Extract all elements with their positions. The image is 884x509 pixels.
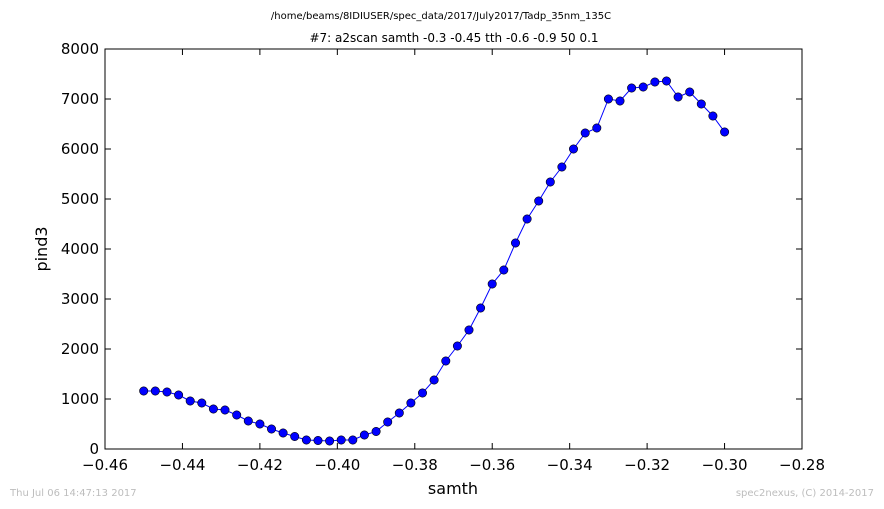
data-point: [325, 436, 335, 446]
x-axis-label: samth: [428, 479, 478, 498]
data-point: [266, 424, 276, 434]
data-point: [348, 435, 358, 445]
data-point: [464, 325, 474, 335]
data-point: [557, 162, 567, 172]
series-line: [143, 80, 726, 442]
series-markers: [139, 76, 730, 446]
data-point: [150, 386, 160, 396]
y-tick-label: 5000: [61, 190, 99, 208]
y-tick-label: 7000: [61, 90, 99, 108]
x-tick-label: −0.42: [237, 456, 283, 474]
x-tick-label: −0.30: [702, 456, 748, 474]
data-point: [627, 83, 637, 93]
y-tick-label: 6000: [61, 140, 99, 158]
x-tick-label: −0.28: [779, 456, 825, 474]
data-point: [301, 435, 311, 445]
data-point: [696, 99, 706, 109]
data-point: [429, 375, 439, 385]
data-point: [673, 92, 683, 102]
data-point: [441, 356, 451, 366]
data-point: [650, 77, 660, 87]
y-tick-label: 1000: [61, 390, 99, 408]
data-point: [313, 435, 323, 445]
data-point: [615, 96, 625, 106]
y-tick-label: 4000: [61, 240, 99, 258]
data-point: [394, 408, 404, 418]
data-point: [220, 405, 230, 415]
data-point: [476, 303, 486, 313]
data-point: [208, 404, 218, 414]
data-point: [580, 128, 590, 138]
plot-area-frame: [104, 48, 803, 450]
chart-title: #7: a2scan samth -0.3 -0.45 tth -0.6 -0.…: [309, 31, 598, 45]
data-point: [185, 396, 195, 406]
footer-credit: spec2nexus, (C) 2014-2017: [735, 488, 874, 499]
data-point: [417, 388, 427, 398]
data-point: [232, 410, 242, 420]
x-tick-label: −0.34: [547, 456, 593, 474]
data-point: [720, 127, 730, 137]
data-point: [359, 430, 369, 440]
data-point: [708, 111, 718, 121]
data-point: [255, 419, 265, 429]
data-point: [290, 431, 300, 441]
data-point: [406, 398, 416, 408]
data-point: [371, 426, 381, 436]
data-point: [162, 387, 172, 397]
y-tick-label: 8000: [61, 40, 99, 58]
data-point: [278, 428, 288, 438]
x-axis-ticks: −0.46 −0.44 −0.42 −0.40 −0.38 −0.36 −0.34 −0.32…: [82, 49, 825, 474]
x-tick-label: −0.36: [469, 456, 515, 474]
x-tick-label: −0.32: [624, 456, 670, 474]
data-point: [661, 76, 671, 86]
data-point: [568, 144, 578, 154]
y-axis-ticks: 0 1000 2000 3000 4000 5000 6000 7000 8000: [61, 40, 802, 458]
y-axis-label: pind3: [32, 226, 51, 271]
y-tick-label: 2000: [61, 340, 99, 358]
y-tick-label: 0: [89, 440, 99, 458]
y-tick-label: 3000: [61, 290, 99, 308]
data-point: [336, 435, 346, 445]
data-point: [174, 390, 184, 400]
data-point: [139, 386, 149, 396]
data-point: [545, 177, 555, 187]
data-point: [592, 123, 602, 133]
data-point: [243, 416, 253, 426]
data-point: [452, 341, 462, 351]
data-point: [685, 87, 695, 97]
data-point: [638, 82, 648, 92]
x-tick-label: −0.40: [314, 456, 360, 474]
data-point: [534, 196, 544, 206]
data-point: [197, 398, 207, 408]
data-point: [510, 238, 520, 248]
data-point: [383, 417, 393, 427]
data-point: [603, 94, 613, 104]
data-point: [487, 279, 497, 289]
data-point: [499, 265, 509, 275]
x-tick-label: −0.38: [392, 456, 438, 474]
chart-suptitle: /home/beams/8IDIUSER/spec_data/2017/July…: [271, 11, 611, 22]
x-tick-label: −0.44: [159, 456, 205, 474]
data-point: [522, 214, 532, 224]
x-tick-label: −0.46: [82, 456, 128, 474]
footer-timestamp: Thu Jul 06 14:47:13 2017: [10, 488, 137, 499]
